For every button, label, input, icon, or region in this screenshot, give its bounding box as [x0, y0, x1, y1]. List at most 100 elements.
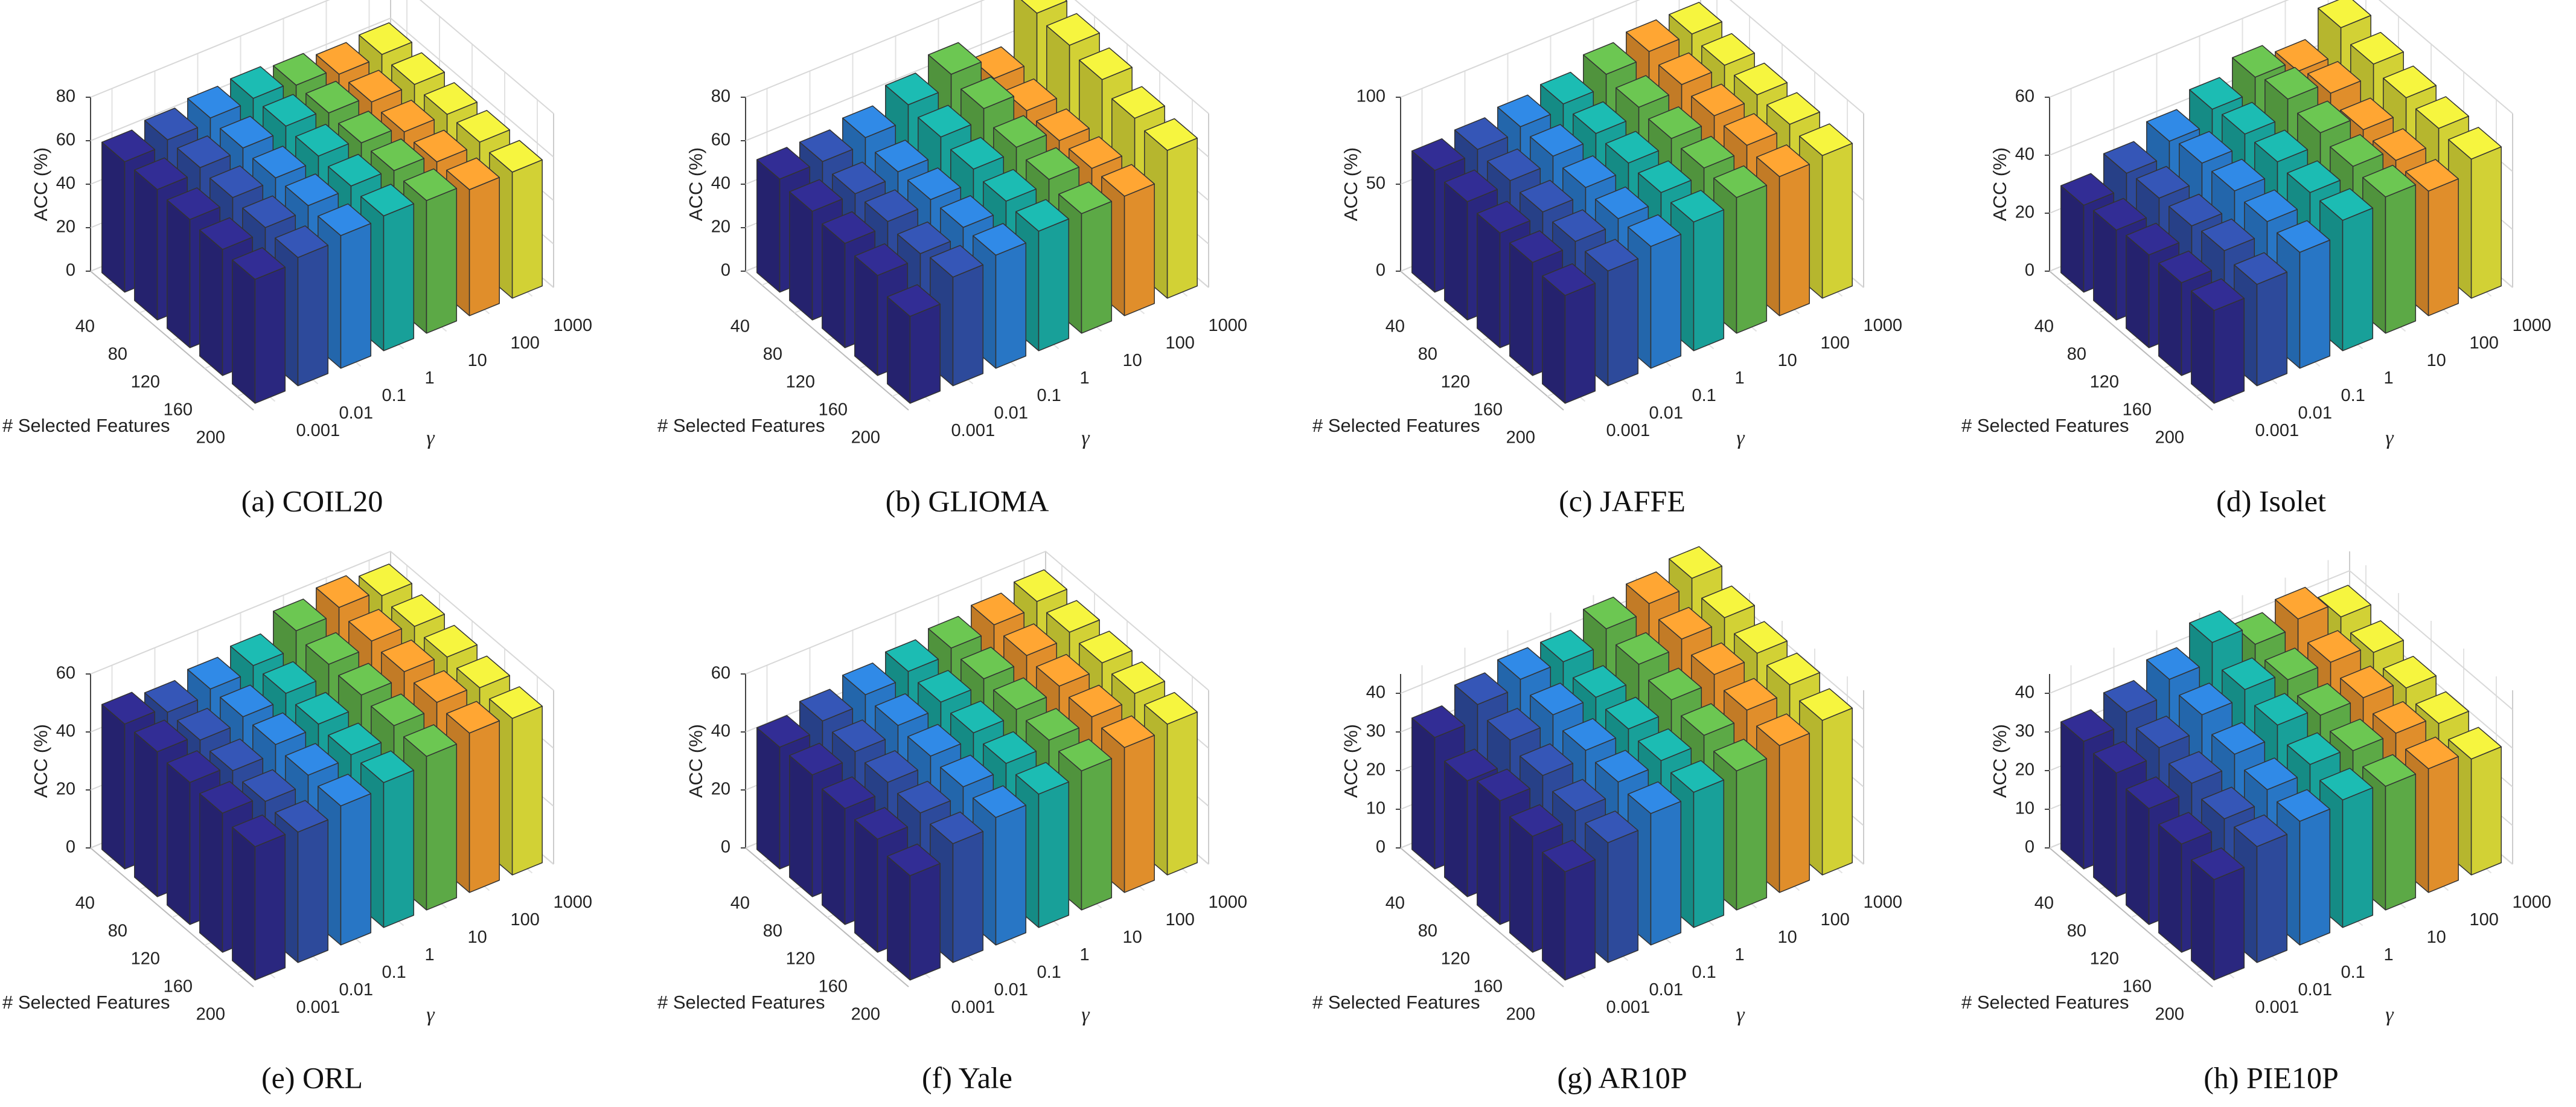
bar-face — [1014, 569, 1067, 602]
bar-face — [875, 693, 929, 726]
z-tick-label: 20 — [1366, 760, 1385, 780]
bar-face — [950, 701, 1005, 734]
x-tick-label: 200 — [2155, 428, 2184, 448]
y-tick-label: 0.1 — [1692, 963, 1716, 982]
y-tick-label: 0.01 — [994, 980, 1028, 1000]
y-tick-label: 0.01 — [339, 403, 373, 423]
z-tick-label: 30 — [1366, 722, 1385, 741]
y-tick-label: 0.1 — [2341, 386, 2365, 405]
bar-face — [318, 203, 372, 236]
bar-face — [897, 221, 951, 254]
bar-face — [199, 217, 254, 250]
bar-face — [2213, 867, 2245, 981]
bar-face — [2264, 647, 2319, 681]
x-tick-label: 80 — [2067, 345, 2086, 364]
bar-face — [360, 184, 415, 217]
bar-face — [144, 680, 199, 713]
bar-face — [1669, 2, 1722, 35]
x-tick-label: 120 — [2090, 949, 2119, 969]
bar-face — [318, 774, 372, 807]
caption: (g) AR10P — [1557, 1060, 1687, 1094]
bar-face — [489, 686, 543, 719]
z-tick-label: 20 — [2015, 760, 2034, 780]
bar-face — [1081, 758, 1113, 911]
bar-face — [875, 140, 929, 173]
bar-face — [1497, 647, 1552, 680]
x-tick-label: 40 — [730, 317, 750, 336]
bar-face — [2373, 128, 2426, 161]
x-tick-label: 160 — [164, 977, 193, 996]
bar-face — [909, 303, 941, 404]
bar-face — [446, 157, 500, 190]
z-tick-label: 30 — [2015, 722, 2034, 741]
bar-face — [993, 115, 1047, 148]
x-tick-label: 120 — [1441, 949, 1470, 969]
y-tick-label: 1 — [1735, 945, 1745, 964]
x-axis-label: # Selected Features — [1312, 992, 1480, 1013]
bar-face — [1477, 213, 1501, 348]
x-axis-label: # Selected Features — [1961, 992, 2129, 1013]
x-tick-label: 200 — [851, 428, 880, 448]
bar-face — [230, 66, 284, 99]
bar-face — [2427, 756, 2459, 893]
grid-line — [2049, 0, 2513, 114]
z-tick-label: 0 — [721, 838, 730, 857]
x-tick-label: 80 — [1418, 345, 1437, 364]
bar-face — [2126, 776, 2180, 809]
y-tick-label: 1 — [2384, 368, 2394, 388]
bar-face — [456, 655, 510, 688]
bar-face — [134, 169, 158, 321]
z-tick-label: 50 — [1366, 174, 1385, 193]
x-tick-label: 120 — [131, 373, 160, 392]
bar-face — [887, 856, 911, 981]
bar-face — [2179, 130, 2233, 164]
y-tick-label: 10 — [468, 351, 487, 370]
bar-face — [2189, 77, 2243, 110]
y-tick-label: 0.01 — [1649, 980, 1683, 1000]
bar-face — [340, 793, 372, 946]
bar-face — [2213, 298, 2245, 404]
bar-face — [2146, 109, 2200, 142]
bar-face — [1736, 758, 1768, 911]
y-tick-label: 1 — [1735, 368, 1745, 388]
bar-face — [414, 129, 467, 162]
bar-face — [1734, 621, 1788, 654]
bar-face — [254, 266, 286, 404]
z-tick-label: 60 — [711, 130, 730, 150]
bar-face — [316, 575, 369, 608]
x-tick-label: 40 — [1385, 894, 1405, 913]
y-tick-label: 100 — [2470, 333, 2499, 353]
bar-face — [1595, 186, 1649, 219]
bar-face — [316, 42, 369, 75]
bar-face — [1701, 33, 1755, 66]
y-tick-label: 100 — [1821, 333, 1850, 353]
x-tick-label: 200 — [196, 428, 225, 448]
bar-face — [232, 247, 286, 280]
bar-face — [2470, 746, 2502, 876]
z-tick-label: 100 — [1357, 87, 1385, 106]
y-tick-label: 0.1 — [1037, 386, 1061, 405]
bar-face — [930, 245, 984, 278]
z-tick-label: 20 — [711, 217, 730, 237]
bar-face — [1003, 623, 1057, 656]
bar-face — [254, 833, 286, 981]
bar — [973, 223, 1027, 369]
x-tick-label: 200 — [196, 1005, 225, 1024]
bar-face — [1144, 118, 1198, 151]
bar-face — [960, 76, 1015, 109]
bar-face — [952, 830, 984, 963]
bar-face — [1079, 631, 1133, 664]
bar-face — [2169, 751, 2223, 784]
x-tick-label: 80 — [763, 922, 782, 941]
bar-face — [1670, 760, 1725, 793]
bar-face — [297, 245, 329, 387]
bar-face — [1036, 653, 1090, 687]
bar-face — [854, 807, 909, 840]
bar-face — [1046, 13, 1100, 46]
x-tick-label: 160 — [819, 400, 848, 420]
bar-face — [1628, 214, 1682, 247]
bar-face — [2362, 754, 2417, 787]
bar-face — [1779, 733, 1810, 893]
bar — [887, 284, 941, 404]
